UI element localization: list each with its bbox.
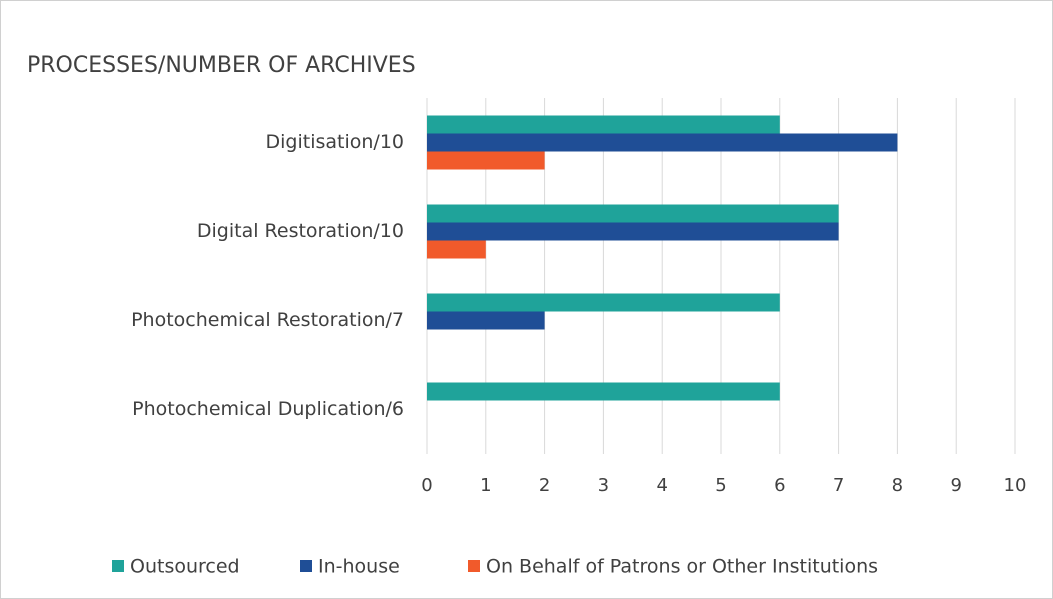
x-tick-label: 2	[539, 475, 550, 496]
y-tick-label: Digitisation/10	[266, 131, 405, 153]
x-tick-label: 5	[715, 475, 726, 496]
x-tick-label: 4	[656, 475, 667, 496]
chart-title: PROCESSES/NUMBER OF ARCHIVES	[27, 53, 416, 78]
legend-label: On Behalf of Patrons or Other Institutio…	[486, 556, 878, 578]
bar	[427, 311, 545, 330]
legend-swatch	[468, 560, 480, 572]
x-tick-label: 10	[1004, 475, 1027, 496]
bar	[427, 382, 780, 401]
bar	[427, 133, 898, 152]
x-tick-label: 0	[421, 475, 432, 496]
legend-label: In-house	[318, 556, 400, 578]
x-tick-label: 6	[774, 475, 785, 496]
x-tick-label: 9	[950, 475, 961, 496]
bar	[427, 222, 839, 241]
x-tick-label: 8	[892, 475, 903, 496]
y-tick-label: Photochemical Duplication/6	[132, 398, 404, 420]
y-tick-label: Photochemical Restoration/7	[131, 309, 404, 331]
bar	[427, 204, 839, 223]
legend-swatch	[300, 560, 312, 572]
legend-swatch	[112, 560, 124, 572]
x-tick-label: 7	[833, 475, 844, 496]
y-tick-label: Digital Restoration/10	[197, 220, 404, 242]
bar	[427, 293, 780, 312]
bar	[427, 240, 486, 259]
legend-label: Outsourced	[130, 556, 240, 578]
x-tick-label: 3	[598, 475, 609, 496]
x-tick-label: 1	[480, 475, 491, 496]
bar	[427, 151, 545, 170]
bar	[427, 115, 780, 134]
